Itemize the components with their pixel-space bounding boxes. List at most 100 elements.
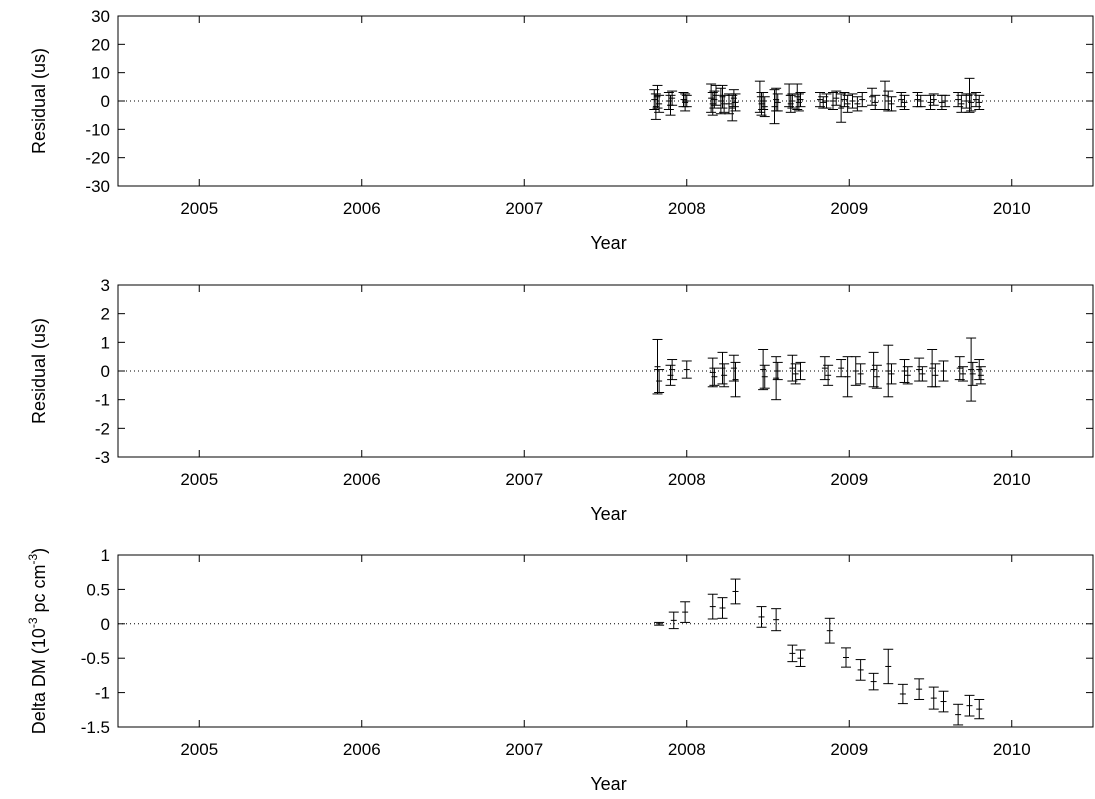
data-point — [730, 578, 741, 605]
data-point — [771, 356, 782, 401]
data-point — [719, 363, 730, 388]
x-tick-label: 2008 — [668, 470, 706, 489]
data-point — [940, 94, 951, 108]
plot-frame — [117, 554, 1094, 728]
x-tick-label: 2006 — [343, 740, 381, 759]
y-tick-label: 3 — [101, 276, 110, 295]
y-axis-label: Residual (us) — [29, 48, 49, 154]
data-point — [868, 672, 879, 691]
data-point — [654, 621, 665, 626]
data-point — [730, 361, 741, 398]
data-point — [857, 92, 868, 108]
data-point — [717, 84, 728, 109]
data-point — [883, 344, 894, 398]
data-point — [730, 93, 741, 112]
panel-1: -30 -20 -10 0 10 20 30 2005 2006 2007 2008 2009 2010… — [29, 7, 1094, 253]
data-point — [707, 357, 718, 388]
y-axis-label-exponent: -3 — [26, 553, 40, 564]
data-point — [795, 361, 806, 381]
x-tick-label: 2005 — [180, 470, 218, 489]
y-axis-label-part: pc cm — [29, 564, 49, 617]
y-tick-label: 0 — [101, 615, 110, 634]
x-tick-label: 2006 — [343, 470, 381, 489]
x-axis-label: Year — [590, 233, 626, 253]
y-tick-label: 1 — [101, 546, 110, 565]
x-tick-label: 2005 — [180, 740, 218, 759]
data-point — [899, 359, 910, 383]
data-point — [938, 690, 949, 713]
y-tick-label: -1 — [95, 391, 110, 410]
data-point — [855, 363, 866, 385]
x-tick-label: 2010 — [993, 470, 1031, 489]
y-tick-label: 2 — [101, 305, 110, 324]
y-tick-label: -1 — [95, 684, 110, 703]
data-point — [928, 686, 939, 710]
data-point — [917, 366, 928, 382]
y-tick-label: 0 — [101, 92, 110, 111]
data-point — [855, 659, 866, 681]
y-tick-label: 30 — [91, 7, 110, 26]
data-point — [772, 361, 783, 381]
y-axis-label: Residual (us) — [29, 318, 49, 424]
y-tick-label: 10 — [91, 64, 110, 83]
x-tick-label: 2008 — [668, 740, 706, 759]
data-point — [795, 649, 806, 667]
data-point — [785, 94, 796, 113]
data-point — [771, 608, 782, 632]
data-point — [759, 96, 770, 118]
data-point — [938, 360, 949, 382]
data-point — [650, 93, 661, 120]
data-point — [836, 359, 847, 378]
data-point — [902, 366, 913, 385]
data-point — [914, 678, 925, 700]
data-point — [756, 606, 767, 628]
data-point — [717, 597, 728, 619]
data-point — [680, 93, 691, 112]
data-point — [790, 363, 801, 385]
x-tick-label: 2006 — [343, 199, 381, 218]
data-point — [709, 367, 720, 386]
y-tick-label: 20 — [91, 35, 110, 54]
y-tick-label: -0.5 — [81, 649, 110, 668]
data-point — [667, 359, 678, 381]
data-point — [795, 92, 806, 108]
y-tick-label: 1 — [101, 333, 110, 352]
data-point — [883, 648, 894, 685]
y-tick-label: -20 — [85, 149, 110, 168]
data-point — [925, 94, 936, 110]
data-point — [975, 366, 986, 385]
data-point — [867, 87, 877, 106]
x-tick-label: 2007 — [505, 470, 543, 489]
data-point — [954, 356, 965, 381]
data-point — [787, 354, 798, 382]
data-point — [787, 644, 798, 663]
data-point — [974, 698, 985, 720]
panel-3: -1.5 -1 -0.5 0 0.5 1 2005 2006 2007 2008 2009 2010 Y… — [26, 546, 1094, 794]
data-point — [930, 363, 941, 388]
data-point — [667, 90, 678, 106]
data-point — [681, 94, 692, 108]
y-axis-label-exponent: -3 — [26, 617, 40, 628]
data-point — [824, 617, 835, 644]
data-point — [964, 694, 975, 717]
y-tick-label: -3 — [95, 448, 110, 467]
data-point — [850, 356, 861, 386]
y-tick-label: -2 — [95, 419, 110, 438]
x-tick-label: 2008 — [668, 199, 706, 218]
x-tick-label: 2010 — [993, 199, 1031, 218]
data-point — [772, 93, 783, 112]
data-point — [841, 647, 851, 668]
data-point — [821, 93, 832, 109]
x-tick-label: 2005 — [180, 199, 218, 218]
data-point — [759, 364, 770, 389]
x-axis-label: Year — [590, 774, 626, 794]
data-point — [668, 611, 679, 630]
x-axis-label: Year — [590, 504, 626, 524]
data-point — [654, 94, 665, 113]
data-point — [958, 366, 968, 382]
x-tick-label: 2009 — [830, 470, 868, 489]
y-axis-label-part: ) — [29, 548, 49, 554]
data-point — [966, 93, 977, 112]
x-tick-label: 2009 — [830, 740, 868, 759]
